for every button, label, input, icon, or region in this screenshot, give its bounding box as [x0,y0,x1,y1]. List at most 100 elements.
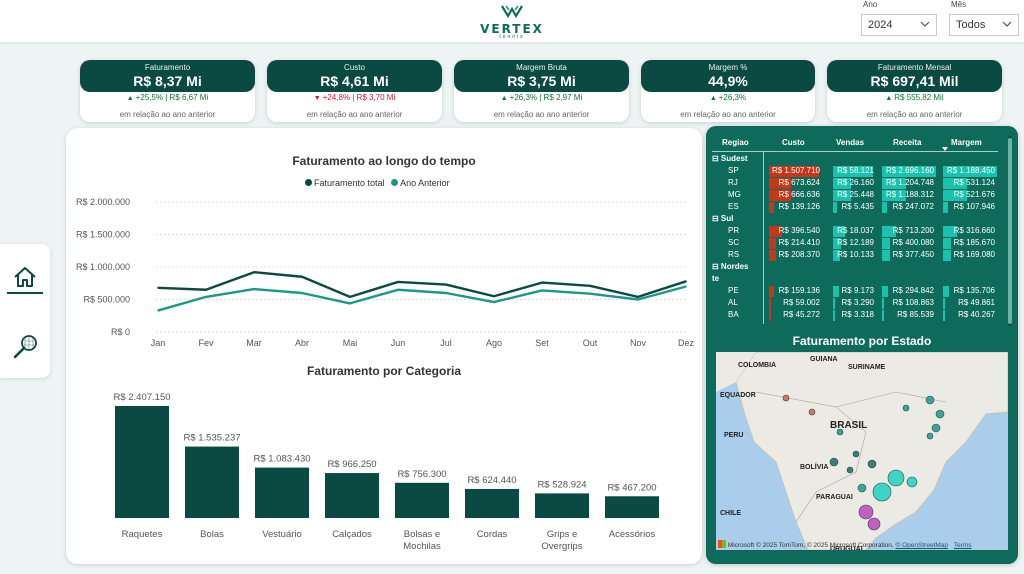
map-border [755,391,867,523]
data-point [349,296,351,298]
x-tick-label: Mai [343,338,358,348]
kpi-title: Margem Bruta [516,63,567,72]
kpi-delta-text: R$ 555,82 Mil [894,93,944,102]
revenue-value: R$ 1.204.748 [885,178,934,187]
category-label: Acessórios [609,529,656,540]
data-point [253,288,255,290]
data-point [493,301,495,303]
revenue-value: R$ 2.696.160 [885,166,934,175]
line-chart-title: Faturamento ao longo do tempo [292,154,476,168]
region-group-label[interactable]: ⊟ Nordes [712,262,749,271]
data-point [301,292,303,294]
sales-value: R$ 25.448 [837,190,874,199]
sales-value: R$ 9.173 [841,286,874,295]
month-select[interactable]: Todos [949,14,1019,36]
revenue-value: R$ 108.863 [892,298,934,307]
data-point [685,280,687,283]
margin-bar [943,298,946,309]
series-line-ano-anterior [157,285,687,312]
state-label: ES [728,202,739,211]
state-label: PR [728,226,740,235]
kpi-card[interactable]: Custo R$ 4,61 Mi ▼ +24,8% | R$ 3,70 Mi em r… [267,60,442,122]
home-icon[interactable] [13,266,37,288]
openstreetmap-link[interactable]: © OpenStreetMap [895,542,949,549]
cost-bar [769,310,771,321]
revenue-value: R$ 400.080 [892,238,934,247]
margin-bar [943,250,951,261]
tennis-racket-icon[interactable] [12,334,38,360]
category-label: Grips e [547,529,578,540]
kpi-delta: ▲ R$ 555,82 Mil [827,93,1002,102]
cost-value: R$ 159.136 [778,286,820,295]
cost-bar [769,298,771,309]
margin-bar [943,286,950,297]
region-group-label[interactable]: ⊟ Sudest [712,154,748,163]
margin-value: R$ 316.660 [953,226,995,235]
bar [605,496,659,518]
margin-value: R$ 169.080 [953,250,995,259]
cost-value: R$ 139.126 [778,202,820,211]
x-tick-label: Jan [151,338,166,348]
column-header-custo[interactable]: Custo [782,138,805,147]
year-select-value: 2024 [868,19,893,31]
x-tick-label: Out [583,338,598,348]
data-point [589,292,591,295]
bar-value-label: R$ 1.083.430 [253,454,310,465]
year-select[interactable]: 2024 [861,14,937,36]
map-place-label: CHILE [720,510,741,517]
kpi-card-header: Margem % 44,9% [641,60,815,92]
state-map[interactable]: GUIANA SURINAME COLOMBIA EQUADOR BRASIL PERU B… [716,352,1008,550]
category-label: Raquetes [122,529,163,540]
revenue-value: R$ 294.842 [892,286,934,295]
kpi-delta-text: +26,3% [718,93,747,102]
revenue-bar [882,190,906,201]
cost-bar [769,166,819,177]
map-bubble [857,483,867,493]
kpi-title: Margem % [708,63,748,72]
data-point [205,296,207,298]
bar-value-label: R$ 528.924 [537,479,586,490]
legend-label-ano-anterior: Ano Anterior [400,178,450,188]
table-scrollbar[interactable] [1006,136,1014,326]
margin-bar [943,238,952,249]
map-place-label: PERU [724,432,744,439]
kpi-value: R$ 697,41 Mil [870,73,959,89]
data-point [589,285,591,287]
map-place-label: BOLÍVIA [800,464,829,471]
region-group-label[interactable]: te [712,274,720,283]
kpi-card[interactable]: Margem % 44,9% ▲ +26,3% em relação ao ano a… [641,60,815,122]
margin-value: R$ 40.267 [958,310,995,319]
map-place-label: EQUADOR [720,392,756,399]
state-label: AL [728,298,738,307]
sort-desc-icon [942,147,948,151]
cost-value: R$ 666.636 [778,190,820,199]
column-header-receita[interactable]: Receita [893,138,922,147]
column-header-regiao[interactable]: Regiao [722,138,749,147]
kpi-note: em relação ao ano anterior [866,110,963,119]
line-chart-legend: Faturamento total Ano Anterior [305,178,450,188]
column-header-vendas[interactable]: Vendas [836,138,865,147]
map-place-label: COLOMBIA [738,362,777,369]
data-point [445,283,447,286]
cost-value: R$ 1.507.710 [771,166,820,175]
kpi-card[interactable]: Faturamento Mensal R$ 697,41 Mil ▲ R$ 555,… [827,60,1002,122]
terms-link[interactable]: Terms [953,542,972,549]
map-bubble [867,517,881,531]
region-group-label[interactable]: ⊟ Sul [712,214,734,223]
bar [395,482,449,518]
logo-mark-icon [501,5,523,19]
kpi-note: em relação ao ano anterior [306,110,403,119]
kpi-card[interactable]: Margem Bruta R$ 3,75 Mi ▲ +26,3% | R$ 2,97… [454,60,629,122]
column-header-margem[interactable]: Margem [951,138,982,147]
month-filter-label: Mês [951,0,967,9]
map-bubble [852,450,860,458]
map-bubble [906,476,918,488]
kpi-card[interactable]: Faturamento R$ 8,37 Mi ▲ +25,5% | R$ 6,67 … [80,60,255,122]
map-bubble [846,466,854,474]
cost-bar [769,178,792,189]
bar-value-label: R$ 2.407.150 [113,392,170,403]
margin-value: R$ 521.676 [953,190,995,199]
bar [115,406,169,518]
y-tick-label: R$ 0 [111,327,130,337]
kpi-delta: ▼ +24,8% | R$ 3,70 Mi [267,93,442,102]
